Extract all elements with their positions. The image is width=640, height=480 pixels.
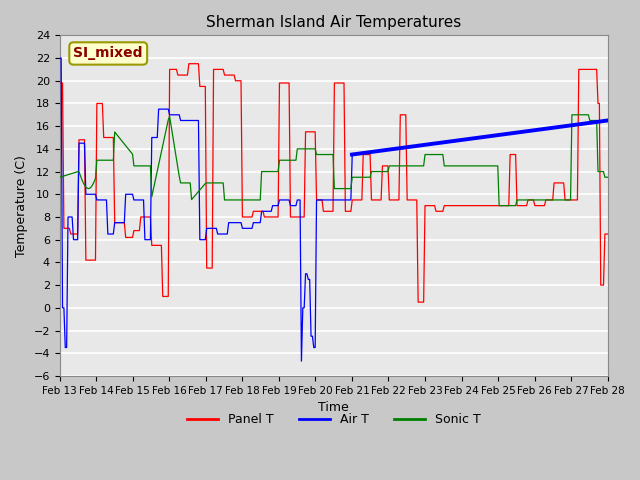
Y-axis label: Temperature (C): Temperature (C) — [15, 155, 28, 257]
Legend: Panel T, Air T, Sonic T: Panel T, Air T, Sonic T — [182, 408, 486, 431]
Title: Sherman Island Air Temperatures: Sherman Island Air Temperatures — [206, 15, 461, 30]
X-axis label: Time: Time — [318, 401, 349, 414]
Text: SI_mixed: SI_mixed — [74, 47, 143, 60]
